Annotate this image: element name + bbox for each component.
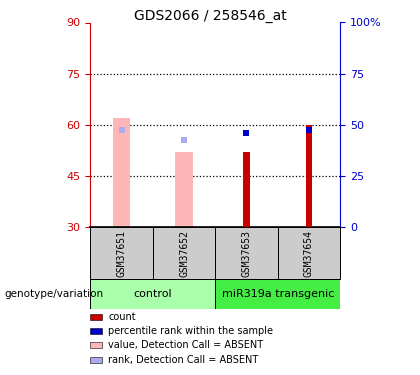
Text: miR319a transgenic: miR319a transgenic <box>221 290 334 299</box>
Bar <box>278 227 340 279</box>
Text: GSM37652: GSM37652 <box>179 230 189 277</box>
Text: percentile rank within the sample: percentile rank within the sample <box>108 326 273 336</box>
Bar <box>113 118 130 227</box>
Text: genotype/variation: genotype/variation <box>4 290 103 299</box>
Bar <box>215 227 278 279</box>
Bar <box>175 152 193 227</box>
Bar <box>90 279 215 309</box>
Text: count: count <box>108 312 136 322</box>
Text: GSM37653: GSM37653 <box>241 230 252 277</box>
Bar <box>306 124 312 227</box>
Text: GSM37654: GSM37654 <box>304 230 314 277</box>
Bar <box>243 152 249 227</box>
Text: rank, Detection Call = ABSENT: rank, Detection Call = ABSENT <box>108 355 259 364</box>
Bar <box>215 279 340 309</box>
Bar <box>90 227 153 279</box>
Bar <box>153 227 215 279</box>
Text: control: control <box>134 290 172 299</box>
Text: GDS2066 / 258546_at: GDS2066 / 258546_at <box>134 9 286 23</box>
Text: GSM37651: GSM37651 <box>116 230 126 277</box>
Text: value, Detection Call = ABSENT: value, Detection Call = ABSENT <box>108 340 263 350</box>
